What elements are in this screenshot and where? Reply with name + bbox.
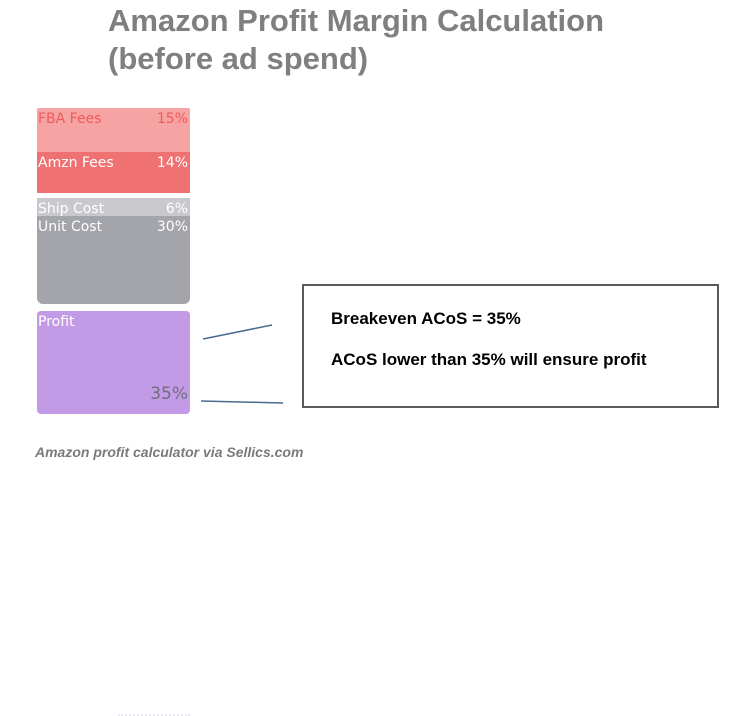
segment-label: FBA Fees — [38, 111, 102, 127]
segment-value-big: 35% — [150, 384, 188, 404]
segment-label: Unit Cost — [38, 219, 103, 235]
bar-segment-profit: Profit 35% — [37, 311, 190, 414]
chart-title: Amazon Profit Margin Calculation (before… — [108, 2, 728, 78]
segment-label: Amzn Fees — [38, 155, 114, 171]
stacked-bar-chart: FBA Fees 15% Amzn Fees 14% Ship Cost 6% Unit C… — [37, 108, 190, 716]
chart-title-line-2: (before ad spend) — [108, 41, 369, 76]
bar-segment-fba-fees: FBA Fees 15% — [37, 108, 190, 152]
segment-value: 15% — [156, 111, 188, 127]
breakeven-acos-text: Breakeven ACoS = 35% — [331, 309, 521, 328]
acos-guidance-text: ACoS lower than 35% will ensure profit — [331, 350, 647, 369]
segment-label: Ship Cost — [38, 201, 105, 217]
breakeven-callout-box: Breakeven ACoS = 35% ACoS lower than 35%… — [302, 284, 719, 408]
segment-value: 6% — [165, 201, 188, 217]
bar-segment-amzn-fees: Amzn Fees 14% — [37, 152, 190, 193]
source-caption: Amazon profit calculator via Sellics.com — [35, 444, 304, 460]
bar-segment-unit-cost: Unit Cost 30% — [37, 216, 190, 304]
segment-label: Profit — [38, 314, 75, 330]
segment-value: 30% — [156, 219, 188, 235]
chart-title-line-1: Amazon Profit Margin Calculation — [108, 3, 605, 38]
segment-value: 14% — [156, 155, 188, 171]
bar-segment-ship-cost: Ship Cost 6% — [37, 198, 190, 217]
